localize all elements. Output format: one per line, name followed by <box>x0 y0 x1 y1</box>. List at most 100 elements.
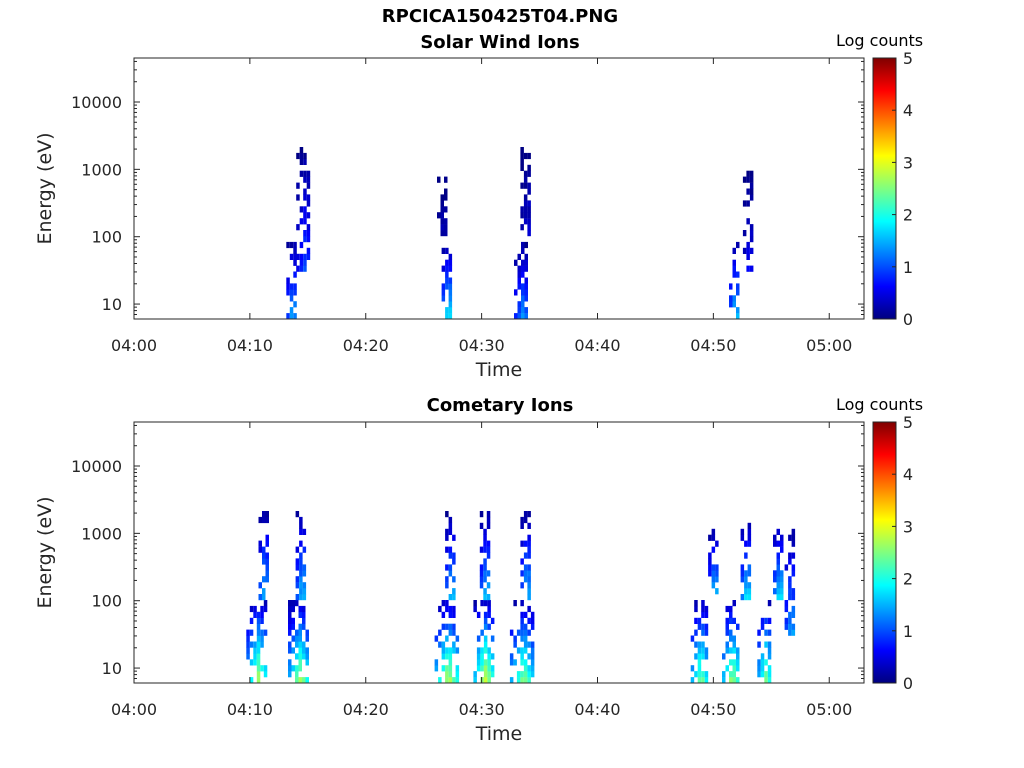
spectrogram-cell <box>483 659 488 666</box>
spectrogram-cell <box>521 259 525 266</box>
spectrogram-cell <box>749 230 754 237</box>
spectrogram-cell <box>520 629 524 636</box>
spectrogram-cell <box>479 511 484 518</box>
spectrogram-cell <box>249 659 254 666</box>
spectrogram-cell <box>486 516 491 524</box>
spectrogram-cell <box>263 605 268 613</box>
spectrogram-cell <box>747 564 752 571</box>
spectrogram-cell <box>479 582 484 589</box>
spectrogram-cell <box>305 653 309 660</box>
spectrogram-cell <box>527 230 531 237</box>
spectrogram-cell <box>513 600 517 607</box>
spectrogram-cell <box>523 641 528 648</box>
spectrogram-cell <box>476 665 481 672</box>
spectrogram-cell <box>729 671 733 678</box>
spectrogram-cell <box>523 665 528 672</box>
spectrogram-cell <box>523 677 528 684</box>
spectrogram-cell <box>444 218 448 225</box>
spectrogram-cell <box>732 671 736 678</box>
spectrogram-cell <box>299 522 303 529</box>
spectrogram-cell <box>441 295 446 302</box>
spectrogram-cell <box>445 600 449 607</box>
spectrogram-cell <box>722 671 726 678</box>
spectrogram-cell <box>523 623 528 630</box>
spectrogram-cell <box>306 194 311 201</box>
spectrogram-cell <box>487 677 491 684</box>
spectrogram-cell <box>697 617 702 624</box>
spectrogram-cell <box>746 176 750 183</box>
spectrogram-cell <box>744 576 748 583</box>
spectrogram-cell <box>746 170 750 177</box>
x-tick-label: 04:10 <box>227 700 273 719</box>
colorbar-tick-label: 1 <box>903 258 913 277</box>
spectrogram-cell <box>521 307 525 314</box>
spectrogram-cell <box>455 677 460 684</box>
spectrogram-cell <box>295 600 299 607</box>
spectrogram-cell <box>742 176 747 183</box>
spectrogram-cell <box>524 277 528 284</box>
spectrogram-cell <box>448 295 453 302</box>
axes-frame-solar-wind <box>133 57 865 320</box>
spectrogram-cell <box>697 671 702 678</box>
spectrogram-cell <box>445 582 449 589</box>
spectrogram-cell <box>776 576 780 583</box>
spectrogram-cell <box>289 241 294 249</box>
spectrogram-cell <box>524 265 528 272</box>
spectrogram-cell <box>306 176 311 183</box>
spectrogram-cell <box>299 147 304 154</box>
spectrogram-cell <box>708 552 712 559</box>
spectrogram-cell <box>452 558 456 565</box>
spectrogram-cell <box>749 236 754 243</box>
spectrogram-cell <box>732 600 736 607</box>
spectrogram-cell <box>521 289 525 296</box>
spectrogram-cell <box>296 194 300 201</box>
spectrogram-cell <box>483 677 488 684</box>
spectrogram-cell <box>299 564 303 571</box>
spectrogram-cell <box>438 677 442 684</box>
spectrogram-cell <box>299 588 303 595</box>
spectrogram-cell <box>791 605 796 613</box>
spectrogram-cell <box>295 641 299 648</box>
spectrogram-cell <box>448 289 453 296</box>
spectrogram-cell <box>483 600 488 607</box>
spectrogram-cell <box>788 576 792 583</box>
spectrogram-cell <box>527 534 531 541</box>
spectrogram-cell <box>524 253 528 260</box>
spectrogram-cell <box>303 265 307 272</box>
spectrogram-cell <box>701 677 705 684</box>
spectrogram-cell <box>256 641 261 648</box>
spectrogram-cell <box>452 611 456 618</box>
spectrogram-cell <box>295 594 300 601</box>
spectrogram-cell <box>298 677 302 684</box>
colorbar-tick-label: 0 <box>903 674 913 693</box>
spectrogram-cell <box>302 570 307 577</box>
spectrogram-cell <box>249 629 254 636</box>
spectrogram-cell <box>448 546 453 553</box>
spectrogram-cell <box>253 647 257 654</box>
spectrogram-cell <box>746 265 750 272</box>
spectrogram-cell <box>452 647 456 654</box>
colorbar-tick-label: 5 <box>903 413 913 432</box>
spectrogram-cell <box>260 629 264 636</box>
colorbar-tick-label: 2 <box>903 206 913 225</box>
spectrogram-cell <box>473 677 477 684</box>
x-tick-label: 05:00 <box>806 700 852 719</box>
spectrogram-cell <box>302 528 307 535</box>
spectrogram-cell <box>303 212 307 219</box>
spectrogram-cell <box>256 671 261 678</box>
spectrogram-cell <box>694 641 698 648</box>
spectrogram-cell <box>490 653 495 660</box>
spectrogram-cell <box>523 564 528 571</box>
spectrogram-cell <box>448 253 453 260</box>
spectrogram-cell <box>448 653 453 660</box>
spectrogram-cell <box>440 230 444 237</box>
spectrogram-cell <box>749 224 754 231</box>
spectrogram-cell <box>788 629 792 636</box>
spectrogram-cell <box>527 218 531 225</box>
spectrogram-cell <box>725 665 729 672</box>
spectrogram-cell <box>452 641 456 648</box>
spectrogram-cell <box>306 200 311 207</box>
spectrogram-cell <box>293 283 297 290</box>
spectrogram-cell <box>736 647 740 654</box>
spectrogram-cell <box>690 665 695 672</box>
